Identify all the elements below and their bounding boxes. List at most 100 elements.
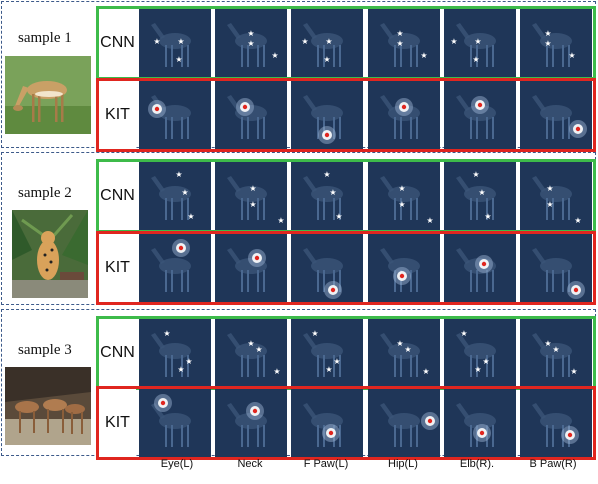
svg-text:★: ★ xyxy=(420,51,427,60)
svg-text:★: ★ xyxy=(472,170,479,179)
sample-1-kit-row: KIT xyxy=(96,78,596,152)
sample-3-cnn-panel-eye-l: ★ ★ ★ xyxy=(139,319,211,387)
svg-text:★: ★ xyxy=(546,200,553,209)
sample-3-kit-panel-b-paw-r xyxy=(520,389,592,457)
svg-text:★: ★ xyxy=(396,339,403,348)
sample-1-cnn-panel-b-paw-r: ★ ★ ★ xyxy=(520,9,592,77)
sample-3-label: sample 3 xyxy=(18,342,72,358)
sample-2-cnn-panel-f-paw-l: ★ ★ ★ xyxy=(291,162,363,230)
svg-text:★: ★ xyxy=(396,39,403,48)
sample-2-kit-panel-hip-l xyxy=(368,234,440,302)
svg-text:★: ★ xyxy=(273,367,280,376)
svg-text:★: ★ xyxy=(153,37,160,46)
sample-2-cnn-row: CNN ★ ★ ★ ★ ★ ★ ★ ★ ★ ★ ★ ★ ★ ★ ★ ★ ★ ★ xyxy=(96,159,596,233)
svg-text:★: ★ xyxy=(301,37,308,46)
svg-text:★: ★ xyxy=(249,184,256,193)
svg-text:★: ★ xyxy=(255,345,262,354)
sample-2-cnn-panel-hip-l: ★ ★ ★ xyxy=(368,162,440,230)
svg-text:★: ★ xyxy=(482,357,489,366)
sample-1-cnn-row: CNN ★ ★ ★ ★ ★ ★ ★ ★ ★ ★ ★ ★ ★ ★ ★ ★ ★ ★ xyxy=(96,6,596,80)
svg-text:★: ★ xyxy=(474,37,481,46)
sample-3-kit-panel-f-paw-l xyxy=(291,389,363,457)
sample-1-label: sample 1 xyxy=(18,30,72,46)
svg-text:★: ★ xyxy=(177,365,184,374)
svg-text:★: ★ xyxy=(552,345,559,354)
column-label-elb-r: Elb(R). xyxy=(459,458,495,470)
sample-3-cnn-row: CNN ★ ★ ★ ★ ★ ★ ★ ★ ★ ★ ★ ★ ★ ★ ★ ★ ★ ★ xyxy=(96,316,596,390)
sample-3-cnn-panel-b-paw-r: ★ ★ ★ xyxy=(520,319,592,387)
column-label-eye-l: Eye(L) xyxy=(160,458,194,470)
cnn-row-label: CNN xyxy=(99,162,136,230)
svg-text:★: ★ xyxy=(323,55,330,64)
sample-1-kit-panel-elb-r xyxy=(444,81,516,149)
sample-2-label: sample 2 xyxy=(18,185,72,201)
svg-text:★: ★ xyxy=(177,37,184,46)
sample-3-kit-panel-eye-l xyxy=(139,389,211,457)
sample-3-kit-panel-neck xyxy=(215,389,287,457)
sample-2-cnn-panel-neck: ★ ★ ★ xyxy=(215,162,287,230)
sample-3-kit-row: KIT xyxy=(96,386,596,460)
sample-3-photo xyxy=(5,367,91,445)
sample-3-cnn-panel-hip-l: ★ ★ ★ xyxy=(368,319,440,387)
sample-2-cnn-panel-elb-r: ★ ★ ★ xyxy=(444,162,516,230)
svg-text:★: ★ xyxy=(175,55,182,64)
svg-text:★: ★ xyxy=(398,200,405,209)
column-label-hip-l: Hip(L) xyxy=(388,458,418,470)
svg-text:★: ★ xyxy=(247,29,254,38)
svg-text:★: ★ xyxy=(247,339,254,348)
column-label-neck: Neck xyxy=(237,458,263,470)
sample-1-photo xyxy=(5,56,91,134)
svg-text:★: ★ xyxy=(484,212,491,221)
svg-text:★: ★ xyxy=(574,216,581,225)
svg-text:★: ★ xyxy=(404,345,411,354)
svg-text:★: ★ xyxy=(544,39,551,48)
svg-text:★: ★ xyxy=(163,329,170,338)
sample-3-cnn-panel-f-paw-l: ★ ★ ★ xyxy=(291,319,363,387)
svg-text:★: ★ xyxy=(544,29,551,38)
svg-text:★: ★ xyxy=(333,357,340,366)
svg-text:★: ★ xyxy=(181,188,188,197)
svg-text:★: ★ xyxy=(450,37,457,46)
svg-text:★: ★ xyxy=(311,329,318,338)
svg-text:★: ★ xyxy=(271,51,278,60)
sample-1-cnn-panel-f-paw-l: ★ ★ ★ xyxy=(291,9,363,77)
cnn-row-label: CNN xyxy=(99,9,136,77)
svg-text:★: ★ xyxy=(249,200,256,209)
svg-text:★: ★ xyxy=(175,170,182,179)
svg-text:★: ★ xyxy=(325,37,332,46)
sample-2-kit-panel-f-paw-l xyxy=(291,234,363,302)
sample-1-kit-panel-f-paw-l xyxy=(291,81,363,149)
kit-row-label: KIT xyxy=(99,81,136,149)
sample-2-cnn-panel-b-paw-r: ★ ★ ★ xyxy=(520,162,592,230)
column-label-b-paw-r: B Paw(R) xyxy=(529,458,577,470)
svg-text:★: ★ xyxy=(185,357,192,366)
svg-text:★: ★ xyxy=(460,329,467,338)
svg-text:★: ★ xyxy=(335,212,342,221)
kit-row-label: KIT xyxy=(99,389,136,457)
svg-text:★: ★ xyxy=(478,188,485,197)
svg-text:★: ★ xyxy=(568,51,575,60)
svg-text:★: ★ xyxy=(544,339,551,348)
sample-1-kit-panel-b-paw-r xyxy=(520,81,592,149)
sample-1-cnn-panel-eye-l: ★ ★ ★ xyxy=(139,9,211,77)
svg-text:★: ★ xyxy=(323,170,330,179)
sample-2-cnn-panel-eye-l: ★ ★ ★ xyxy=(139,162,211,230)
sample-1-kit-panel-eye-l xyxy=(139,81,211,149)
svg-text:★: ★ xyxy=(277,216,284,225)
sample-2-kit-panel-b-paw-r xyxy=(520,234,592,302)
cnn-row-label: CNN xyxy=(99,319,136,387)
svg-text:★: ★ xyxy=(570,367,577,376)
sample-3-cnn-panel-neck: ★ ★ ★ xyxy=(215,319,287,387)
svg-text:★: ★ xyxy=(325,365,332,374)
svg-text:★: ★ xyxy=(474,365,481,374)
svg-text:★: ★ xyxy=(426,216,433,225)
sample-1-cnn-panel-hip-l: ★ ★ ★ xyxy=(368,9,440,77)
svg-text:★: ★ xyxy=(546,184,553,193)
sample-1-kit-panel-neck xyxy=(215,81,287,149)
column-label-f-paw-l: F Paw(L) xyxy=(303,458,349,470)
sample-2-kit-panel-neck xyxy=(215,234,287,302)
sample-2-kit-row: KIT xyxy=(96,231,596,305)
sample-1-cnn-panel-neck: ★ ★ ★ xyxy=(215,9,287,77)
sample-3-cnn-panel-elb-r: ★ ★ ★ xyxy=(444,319,516,387)
sample-1-kit-panel-hip-l xyxy=(368,81,440,149)
